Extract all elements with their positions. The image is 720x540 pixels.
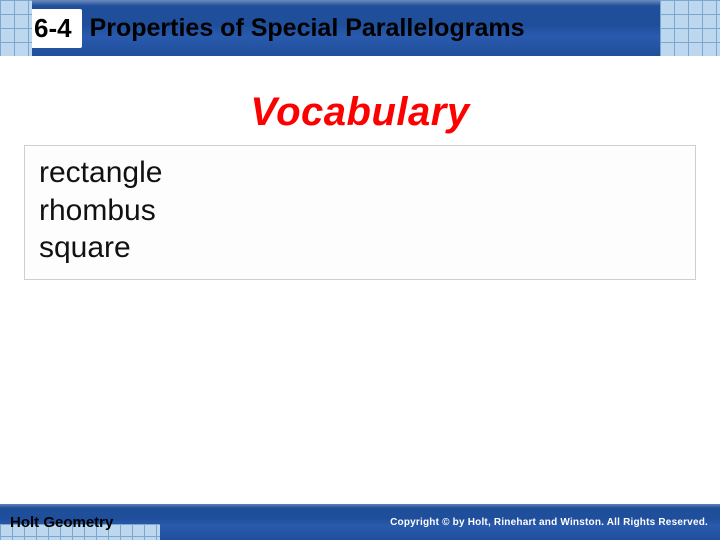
header-title: Properties of Special Parallelograms	[90, 14, 525, 43]
vocab-box: rectangle rhombus square	[24, 145, 696, 280]
header-grid-right	[660, 0, 720, 56]
lesson-number-badge: 6-4	[32, 9, 82, 48]
header-grid-left	[0, 0, 32, 56]
section-heading: Vocabulary	[0, 90, 720, 135]
vocab-item: rectangle	[39, 154, 681, 192]
vocab-item: rhombus	[39, 192, 681, 230]
vocab-item: square	[39, 229, 681, 267]
header-bar: 6-4 Properties of Special Parallelograms	[32, 0, 660, 56]
content-area: Vocabulary rectangle rhombus square	[0, 56, 720, 504]
footer-copyright: Copyright © by Holt, Rinehart and Winsto…	[390, 517, 708, 528]
footer-book-title: Holt Geometry	[10, 514, 113, 531]
